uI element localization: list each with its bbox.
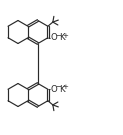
Text: −: − bbox=[55, 85, 61, 90]
Text: +: + bbox=[63, 85, 69, 90]
Text: K: K bbox=[59, 33, 64, 42]
Text: K: K bbox=[59, 85, 64, 94]
Text: O: O bbox=[51, 85, 58, 94]
Text: O: O bbox=[51, 33, 58, 42]
Text: +: + bbox=[63, 33, 69, 39]
Text: −: − bbox=[55, 33, 61, 39]
